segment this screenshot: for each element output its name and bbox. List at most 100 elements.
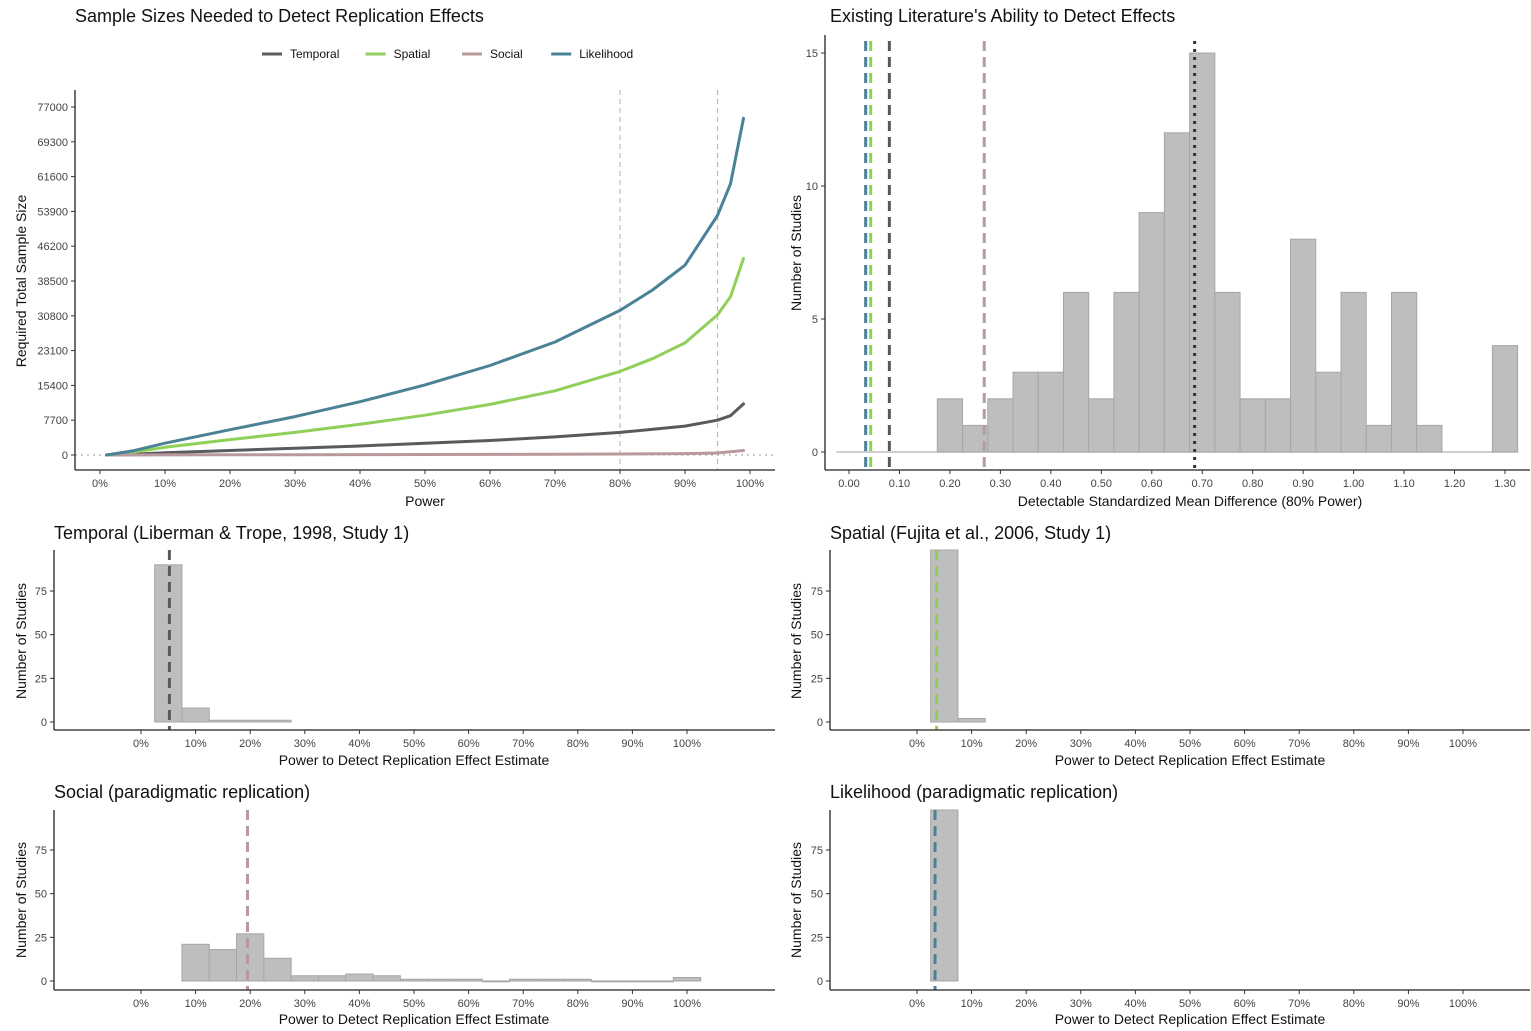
histogram-bar xyxy=(1264,398,1292,453)
x-tick-label: 0.10 xyxy=(889,478,910,490)
y-tick-label: 69300 xyxy=(37,137,68,149)
histogram-bar xyxy=(181,943,210,982)
panel-title-temporal: Temporal (Liberman & Trope, 1998, Study … xyxy=(54,523,409,543)
legend-sample-sizes: Temporal Spatial Social Likelihood xyxy=(262,47,633,61)
histogram-bar xyxy=(1491,345,1519,453)
x-tick-label: 30% xyxy=(1070,998,1092,1010)
y-tick-label: 5 xyxy=(812,314,818,326)
x-tick-label: 1.10 xyxy=(1393,478,1414,490)
histogram-bar xyxy=(590,980,620,983)
x-tick-label: 0.60 xyxy=(1141,478,1162,490)
histogram-bar xyxy=(372,975,401,982)
legend-label-temporal: Temporal xyxy=(290,47,339,61)
x-tick-label: 10% xyxy=(185,998,207,1010)
y-tick-label: 0 xyxy=(62,450,68,462)
x-tick-label: 0% xyxy=(92,478,108,490)
legend-label-likelihood: Likelihood xyxy=(579,47,633,61)
x-tick-label: 40% xyxy=(1124,998,1146,1010)
y-tick-label: 53900 xyxy=(37,206,68,218)
histogram-bar xyxy=(509,978,538,982)
x-tick-label: 30% xyxy=(284,478,306,490)
histogram-bar xyxy=(957,718,986,723)
histogram-bar xyxy=(1088,398,1115,453)
x-tick-label: 10% xyxy=(961,998,983,1010)
y-tick-label: 0 xyxy=(817,717,823,729)
panel-title-existing-literature: Existing Literature's Ability to Detect … xyxy=(830,6,1175,26)
x-tick-label: 50% xyxy=(403,998,425,1010)
x-tick-label: 40% xyxy=(1124,738,1146,750)
y-axis-label-social: Number of Studies xyxy=(13,842,29,958)
x-tick-label: 1.30 xyxy=(1494,478,1515,490)
histogram-bar xyxy=(208,949,238,982)
x-tick-label: 90% xyxy=(1397,738,1419,750)
histogram-bar xyxy=(1390,291,1418,453)
histogram-bar xyxy=(181,707,210,723)
x-axis-label-likelihood: Power to Detect Replication Effect Estim… xyxy=(1055,1011,1326,1027)
x-tick-label: 20% xyxy=(1015,738,1037,750)
panel-spatial-power: Spatial (Fujita et al., 2006, Study 1) 0… xyxy=(788,523,1530,768)
x-tick-label: 0% xyxy=(909,998,925,1010)
y-axis-label-temporal: Number of Studies xyxy=(13,583,29,699)
x-tick-label: 70% xyxy=(1288,738,1310,750)
y-tick-label: 50 xyxy=(35,889,47,901)
x-tick-label: 60% xyxy=(458,998,480,1010)
histogram-bar xyxy=(263,957,292,982)
histogram-bar xyxy=(618,980,647,983)
x-tick-label: 40% xyxy=(348,738,370,750)
x-tick-label: 10% xyxy=(961,738,983,750)
x-tick-label: 90% xyxy=(621,738,643,750)
y-tick-label: 46200 xyxy=(37,241,68,253)
histogram-bar xyxy=(1062,291,1090,453)
histogram-bar xyxy=(930,549,959,723)
x-tick-label: 90% xyxy=(621,998,643,1010)
axes-spatial: 0 25 50 75 0% 10% 20% 30% 40% 50% 60% 70% 80% 90% 100% xyxy=(811,550,1530,750)
histogram-bar xyxy=(1189,52,1216,453)
legend-label-spatial: Spatial xyxy=(394,47,431,61)
histogram-bar xyxy=(317,975,347,982)
panel-sample-sizes: Sample Sizes Needed to Detect Replicatio… xyxy=(13,6,775,509)
x-tick-label: 80% xyxy=(567,998,589,1010)
axes-sample-sizes: 0 7700 15400 23100 30800 38500 46200 53900 61600… xyxy=(37,90,775,490)
y-tick-label: 77000 xyxy=(37,102,68,114)
x-tick-label: 100% xyxy=(673,738,701,750)
panel-existing-literature: Existing Literature's Ability to Detect … xyxy=(788,6,1530,509)
y-axis-label-spatial: Number of Studies xyxy=(788,583,804,699)
x-tick-label: 60% xyxy=(479,478,501,490)
panel-title-likelihood: Likelihood (paradigmatic replication) xyxy=(830,782,1118,802)
axes-temporal: 0 25 50 75 0% 10% 20% 30% 40% 50% 60% 70% 80% 90% 100% xyxy=(35,550,775,750)
x-tick-label: 50% xyxy=(414,478,436,490)
x-tick-label: 50% xyxy=(403,738,425,750)
x-tick-label: 80% xyxy=(567,738,589,750)
histogram-bars xyxy=(836,52,1519,453)
y-tick-label: 75 xyxy=(35,845,47,857)
panel-likelihood-power: Likelihood (paradigmatic replication) 0 2… xyxy=(788,782,1530,1027)
histogram-bar xyxy=(645,980,674,983)
histogram-bar xyxy=(1138,212,1165,453)
series-line-temporal xyxy=(105,402,745,457)
x-tick-label: 1.20 xyxy=(1444,478,1465,490)
x-tick-label: 30% xyxy=(294,998,316,1010)
histogram-bar xyxy=(236,719,265,723)
x-tick-label: 0.40 xyxy=(1040,478,1061,490)
histogram-bar xyxy=(563,978,592,982)
x-tick-label: 80% xyxy=(1343,998,1365,1010)
x-tick-label: 70% xyxy=(1288,998,1310,1010)
y-tick-label: 7700 xyxy=(44,415,68,427)
x-tick-label: 100% xyxy=(1449,738,1477,750)
x-tick-label: 100% xyxy=(736,478,764,490)
histogram-bars xyxy=(154,564,292,723)
y-tick-label: 50 xyxy=(35,630,47,642)
histogram-bar xyxy=(427,978,456,982)
x-tick-label: 60% xyxy=(1234,998,1256,1010)
effect-lines xyxy=(864,41,1197,470)
y-tick-label: 25 xyxy=(35,932,47,944)
y-axis-label-likelihood: Number of Studies xyxy=(788,842,804,958)
x-tick-label: 100% xyxy=(673,998,701,1010)
x-tick-label: 70% xyxy=(512,998,534,1010)
x-tick-label: 20% xyxy=(239,998,261,1010)
y-tick-label: 15400 xyxy=(37,380,68,392)
x-tick-label: 30% xyxy=(1070,738,1092,750)
histogram-bar xyxy=(290,975,319,982)
panel-title-spatial: Spatial (Fujita et al., 2006, Study 1) xyxy=(830,523,1111,543)
